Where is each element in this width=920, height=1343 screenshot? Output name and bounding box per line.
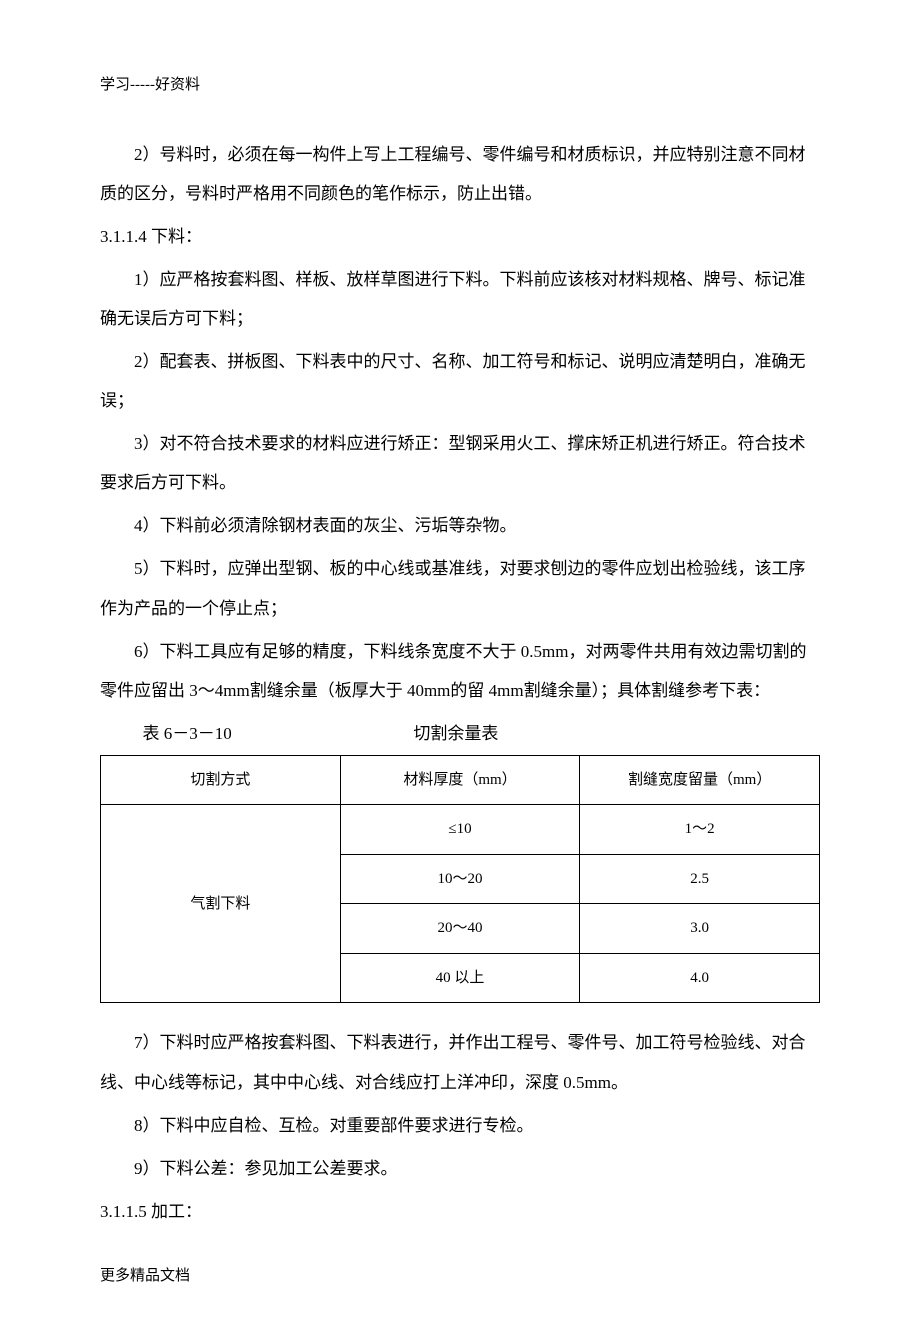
table-cell: ≤10	[340, 805, 580, 855]
table-caption: 切割余量表	[232, 714, 820, 753]
paragraph: 3）对不符合技术要求的材料应进行矫正：型钢采用火工、撑床矫正机进行矫正。符合技术…	[100, 424, 820, 502]
table-row: 气割下料 ≤10 1～2	[101, 805, 820, 855]
section-heading: 3.1.1.5 加工：	[100, 1192, 820, 1231]
table-header-cell: 割缝宽度留量（mm）	[580, 755, 820, 805]
page-footer: 更多精品文档	[100, 1259, 820, 1294]
table-cell: 40 以上	[340, 953, 580, 1003]
paragraph: 2）号料时，必须在每一构件上写上工程编号、零件编号和材质标识，并应特别注意不同材…	[100, 135, 820, 213]
table-cell: 1～2	[580, 805, 820, 855]
page-header: 学习-----好资料	[100, 68, 820, 103]
table-header-row: 切割方式 材料厚度（mm） 割缝宽度留量（mm）	[101, 755, 820, 805]
table-number: 表 6－3－10	[100, 714, 232, 753]
table-cell: 10～20	[340, 854, 580, 904]
paragraph: 4）下料前必须清除钢材表面的灰尘、污垢等杂物。	[100, 506, 820, 545]
paragraph: 8）下料中应自检、互检。对重要部件要求进行专检。	[100, 1106, 820, 1145]
table-cell: 3.0	[580, 904, 820, 954]
paragraph: 1）应严格按套料图、样板、放样草图进行下料。下料前应该核对材料规格、牌号、标记准…	[100, 260, 820, 338]
paragraph: 6）下料工具应有足够的精度，下料线条宽度不大于 0.5mm，对两零件共用有效边需…	[100, 632, 820, 710]
table-cell: 4.0	[580, 953, 820, 1003]
paragraph: 9）下料公差：参见加工公差要求。	[100, 1149, 820, 1188]
section-heading: 3.1.1.4 下料：	[100, 217, 820, 256]
table-cell: 20～40	[340, 904, 580, 954]
table-cell-method: 气割下料	[101, 805, 341, 1003]
paragraph: 7）下料时应严格按套料图、下料表进行，并作出工程号、零件号、加工符号检验线、对合…	[100, 1023, 820, 1101]
table-cell: 2.5	[580, 854, 820, 904]
paragraph: 5）下料时，应弹出型钢、板的中心线或基准线，对要求刨边的零件应划出检验线，该工序…	[100, 549, 820, 627]
paragraph: 2）配套表、拼板图、下料表中的尺寸、名称、加工符号和标记、说明应清楚明白，准确无…	[100, 342, 820, 420]
table-title-row: 表 6－3－10 切割余量表	[100, 714, 820, 753]
table-header-cell: 切割方式	[101, 755, 341, 805]
cutting-allowance-table: 切割方式 材料厚度（mm） 割缝宽度留量（mm） 气割下料 ≤10 1～2 10…	[100, 755, 820, 1004]
table-header-cell: 材料厚度（mm）	[340, 755, 580, 805]
